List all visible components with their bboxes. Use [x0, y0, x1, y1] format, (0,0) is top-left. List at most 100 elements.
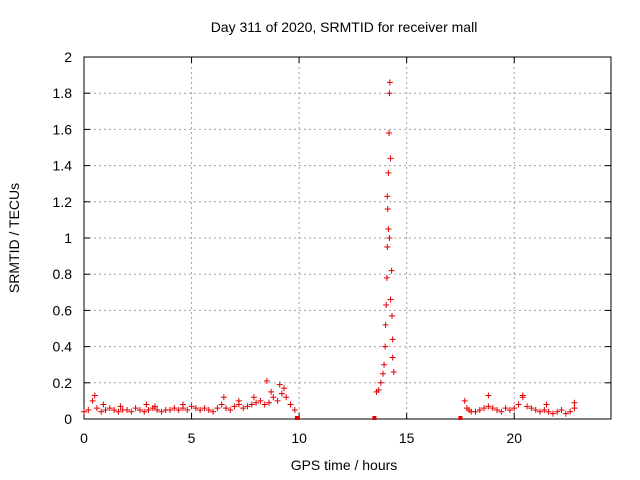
data-point	[115, 408, 122, 415]
data-point	[276, 381, 283, 388]
data-point	[382, 321, 389, 328]
data-point	[558, 406, 565, 413]
x-tick-label: 10	[291, 430, 307, 446]
data-point	[184, 406, 191, 413]
data-point	[537, 408, 544, 415]
data-point	[128, 408, 135, 415]
x-tick-label: 5	[188, 430, 196, 446]
y-tick-label: 0.4	[53, 339, 73, 355]
y-tick-label: 2	[64, 49, 72, 65]
data-point	[386, 235, 393, 241]
data-point	[388, 267, 395, 274]
data-point	[179, 401, 186, 408]
gap-marker	[294, 416, 299, 420]
plot-frame	[83, 56, 612, 420]
data-point	[375, 387, 382, 394]
data-point	[117, 403, 124, 410]
data-point	[98, 408, 105, 415]
x-axis-label: GPS time / hours	[291, 457, 398, 473]
data-point	[235, 397, 242, 404]
data-point	[384, 206, 391, 213]
y-tick-label: 0.6	[53, 302, 73, 318]
data-point	[261, 401, 268, 408]
y-tick-label: 1	[64, 230, 72, 246]
data-point	[111, 406, 118, 413]
data-point	[506, 406, 513, 413]
data-point	[498, 408, 505, 415]
data-point	[549, 410, 556, 417]
data-point	[132, 405, 139, 412]
data-point	[171, 405, 178, 412]
data-point	[136, 406, 143, 413]
data-point	[485, 392, 492, 399]
data-point	[102, 406, 109, 413]
y-tick-labels: 0 0.2 0.4 0.6 0.8 1 1.2 1.4 1.6 1.8 2	[53, 49, 73, 427]
data-point	[192, 405, 199, 412]
data-point	[554, 408, 561, 415]
data-point	[472, 408, 479, 415]
data-point	[386, 90, 393, 97]
data-point	[476, 406, 483, 413]
data-point	[511, 405, 518, 412]
data-point	[567, 408, 574, 415]
data-point	[154, 406, 161, 413]
y-tick-label: 0.2	[53, 375, 73, 391]
gap-marker	[372, 416, 377, 420]
data-point	[545, 408, 552, 415]
data-point	[385, 225, 392, 232]
data-point	[265, 399, 272, 406]
y-tick-label: 0.8	[53, 266, 73, 282]
data-point	[201, 405, 208, 412]
data-point	[158, 408, 165, 415]
data-point	[167, 406, 174, 413]
data-point	[524, 403, 531, 410]
data-point	[384, 244, 391, 251]
data-point	[205, 406, 212, 413]
data-point	[519, 394, 526, 401]
x-tick-labels: 0 5 10 15 20	[80, 430, 522, 446]
data-point	[248, 401, 255, 408]
data-point	[389, 312, 396, 319]
data-point	[493, 406, 500, 413]
data-point	[389, 354, 396, 361]
data-point	[390, 368, 397, 375]
data-point	[124, 406, 131, 413]
data-point	[270, 394, 277, 401]
data-point	[93, 405, 100, 412]
data-point	[461, 397, 468, 404]
data-point	[291, 406, 298, 413]
axis-ticks	[83, 56, 611, 420]
data-point	[220, 394, 227, 401]
data-point	[89, 397, 96, 404]
data-point	[528, 405, 535, 412]
data-point	[384, 193, 391, 200]
data-point	[543, 401, 550, 408]
data-point	[91, 392, 98, 399]
data-point	[383, 274, 390, 281]
data-point	[532, 406, 539, 413]
data-point	[253, 399, 260, 406]
data-point	[278, 390, 285, 397]
y-tick-label: 1.6	[53, 121, 73, 137]
data-point	[85, 406, 92, 413]
data-point	[379, 370, 386, 377]
data-point	[143, 401, 150, 408]
data-point	[502, 405, 509, 412]
gap-marker	[458, 416, 463, 420]
data-point	[231, 403, 238, 410]
grid-lines	[84, 57, 611, 419]
data-point	[541, 406, 548, 413]
data-point	[383, 301, 390, 308]
data-point	[571, 399, 578, 406]
data-point	[240, 405, 247, 412]
data-point	[268, 388, 275, 395]
y-tick-label: 0	[64, 411, 72, 427]
y-tick-label: 1.8	[53, 85, 73, 101]
data-point	[274, 397, 281, 404]
data-point	[281, 385, 288, 392]
data-point	[571, 405, 578, 412]
data-point	[175, 406, 182, 413]
data-point	[218, 401, 225, 408]
data-point	[250, 394, 257, 401]
